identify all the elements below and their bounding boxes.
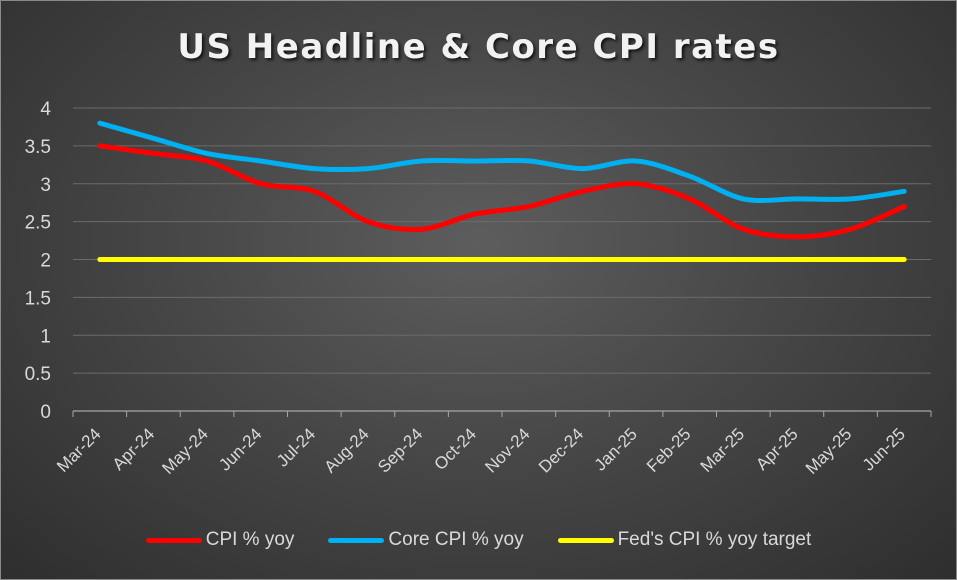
x-tick-label: Mar-24 (53, 424, 105, 476)
y-tick-label: 2.5 (25, 213, 51, 234)
y-tick-label: 1.5 (25, 288, 51, 309)
y-tick-label: 2 (40, 251, 51, 272)
legend-item-fed-target: Fed's CPI % yoy target (557, 529, 812, 551)
y-tick-label: 4 (40, 99, 51, 120)
legend-item-cpi: CPI % yoy (145, 529, 295, 551)
legend: CPI % yoy Core CPI % yoy Fed's CPI % yoy… (1, 529, 956, 551)
series-line-cpi (97, 143, 907, 240)
x-tick-label: Apr-25 (752, 424, 802, 474)
x-tick-label: Apr-24 (109, 424, 159, 474)
x-tick-label: Sep-24 (374, 424, 426, 476)
x-axis: Mar-24 Apr-24 May-24 Jun-24 Jul-24 Aug-24 Sep-… (53, 411, 932, 478)
legend-swatch-cpi (145, 537, 202, 543)
x-tick-label: Nov-24 (481, 424, 533, 476)
legend-label-fed-target: Fed's CPI % yoy target (617, 529, 812, 550)
chart-title: US Headline & Core CPI rates (177, 27, 780, 67)
y-tick-label: 1 (40, 326, 51, 347)
gridlines (73, 107, 931, 412)
series-lines (97, 120, 907, 262)
y-tick-label: 3 (40, 175, 51, 196)
x-tick-label: Mar-25 (697, 424, 749, 476)
legend-label-cpi: CPI % yoy (205, 529, 295, 550)
x-tick-label: Jun-25 (859, 424, 909, 474)
x-tick-label: Jun-24 (215, 424, 265, 474)
x-tick-label: Oct-24 (430, 424, 480, 474)
legend-swatch-core-cpi (328, 537, 385, 543)
y-tick-label: 0.5 (25, 364, 51, 385)
x-tick-label: Feb-25 (643, 424, 695, 476)
x-tick-label: Jan-25 (591, 424, 641, 474)
y-tick-label: 0 (40, 402, 51, 423)
x-tick-label: Aug-24 (321, 424, 373, 476)
x-tick-label: May-24 (158, 424, 212, 478)
x-tick-label: Dec-24 (535, 424, 587, 476)
y-axis: 0 0.5 1 1.5 2 2.5 3 3.5 4 (25, 99, 52, 423)
legend-label-core-cpi: Core CPI % yoy (388, 529, 524, 550)
x-tick-label: May-25 (802, 424, 856, 478)
y-tick-label: 3.5 (25, 137, 51, 158)
legend-swatch-fed-target (557, 537, 614, 543)
series-line-core-cpi (97, 120, 907, 203)
x-tick-label: Jul-24 (273, 424, 319, 470)
legend-item-core-cpi: Core CPI % yoy (328, 529, 524, 551)
